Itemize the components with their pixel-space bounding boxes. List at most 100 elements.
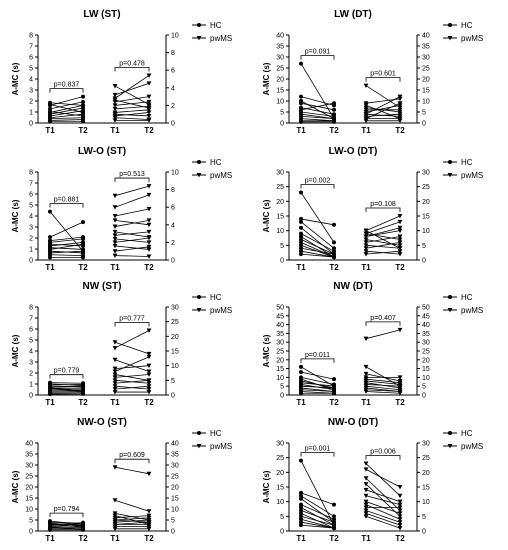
y-tick-label: 25 — [25, 474, 33, 481]
y-tick-label: 20 — [25, 485, 33, 492]
series-line — [300, 498, 335, 523]
data-point — [299, 391, 303, 396]
y2-tick-label: 25 — [422, 349, 430, 356]
data-point — [299, 511, 303, 516]
data-point — [112, 218, 118, 223]
data-point — [48, 102, 52, 107]
y-tick-label: 7 — [29, 316, 33, 323]
significance-bracket — [365, 207, 401, 212]
y2-tick-label: 15 — [422, 88, 430, 95]
series-line — [300, 233, 335, 252]
series-line — [49, 119, 84, 121]
y2-tick-label: 50 — [422, 305, 430, 312]
data-point — [48, 119, 52, 124]
data-point — [146, 229, 152, 235]
series-line — [114, 185, 150, 197]
data-point — [146, 381, 152, 386]
y-tick-label: 0 — [280, 393, 284, 400]
data-point — [146, 244, 152, 250]
chart-panel: LW (DT) 0 5 10 15 20 25 30 35 40 0 5 10 15 20 25 30 35 40 A… — [262, 9, 483, 135]
data-point — [146, 106, 152, 111]
y-axis-label: A-MC (s) — [11, 334, 20, 367]
x-tick-label: T1 — [296, 398, 306, 407]
data-point — [299, 94, 303, 99]
data-point — [112, 240, 118, 245]
y2-tick-label: 30 — [422, 170, 430, 177]
x-tick-label: T2 — [78, 126, 88, 135]
legend-marker — [197, 23, 201, 27]
data-point — [112, 390, 118, 395]
p-value-label: p=0.837 — [54, 82, 80, 89]
series-line — [365, 378, 401, 384]
data-point — [397, 112, 403, 117]
data-point — [112, 375, 118, 380]
data-point — [146, 471, 152, 477]
y-tick-label: 1 — [29, 382, 33, 389]
series-line — [300, 521, 335, 529]
series-line — [300, 518, 335, 529]
y2-tick-label: 40 — [422, 322, 430, 329]
y-tick-label: 7 — [29, 181, 33, 188]
y-tick-label: 10 — [276, 99, 284, 106]
series-line — [300, 116, 335, 119]
series-line — [300, 389, 335, 392]
data-point — [397, 243, 403, 248]
data-point — [363, 246, 369, 251]
legend-marker — [196, 173, 202, 178]
y-tick-label: 5 — [280, 243, 284, 250]
data-point — [112, 253, 118, 258]
data-point — [363, 467, 369, 472]
p-value-label: p=0.601 — [370, 71, 396, 78]
series-line — [365, 233, 401, 240]
series-line — [114, 231, 150, 238]
series-line — [49, 101, 84, 110]
data-point — [146, 378, 152, 383]
data-point — [48, 525, 52, 530]
significance-bracket — [49, 203, 84, 208]
y-tick-label: 0 — [29, 121, 33, 128]
series-line — [114, 83, 150, 96]
y-axis-label: A-MC (s) — [262, 62, 271, 95]
y2-tick-label: 2 — [171, 240, 175, 247]
data-point — [81, 113, 85, 118]
series-line — [114, 113, 150, 117]
y2-tick-label: 2 — [171, 103, 175, 110]
legend-marker — [447, 173, 453, 178]
y-tick-label: 10 — [276, 499, 284, 506]
series-line — [365, 384, 401, 387]
series-line — [49, 243, 84, 250]
series-line — [365, 515, 401, 529]
y-tick-label: 30 — [25, 463, 33, 470]
y-axis-label: A-MC (s) — [262, 199, 271, 232]
chart-title: NW (ST) — [83, 281, 122, 292]
y2-tick-label: 0 — [171, 258, 175, 265]
data-point — [299, 370, 303, 375]
chart-panel: NW (ST) 0 1 2 3 4 5 6 7 8 0 5 10 15 20 25 30 A-MC (s) T1 T2… — [11, 281, 232, 407]
data-point — [112, 465, 118, 470]
data-point — [81, 220, 85, 225]
series-line — [300, 460, 335, 526]
x-tick-label: T1 — [296, 534, 306, 543]
data-point — [146, 113, 152, 119]
series-line — [114, 341, 150, 355]
x-tick-label: T2 — [329, 126, 339, 135]
data-point — [81, 119, 85, 124]
y-tick-label: 3 — [29, 88, 33, 95]
y2-tick-label: 10 — [422, 99, 430, 106]
data-point — [397, 505, 403, 510]
series-line — [365, 495, 401, 505]
legend-label: HC — [210, 429, 222, 438]
x-tick-label: T1 — [45, 398, 55, 407]
data-point — [397, 520, 403, 525]
data-point — [146, 384, 152, 389]
series-line — [49, 254, 84, 256]
series-line — [49, 387, 84, 392]
data-point — [363, 461, 369, 466]
y-tick-label: 5 — [280, 110, 284, 117]
series-line — [114, 356, 150, 372]
data-point — [112, 233, 118, 238]
significance-bracket — [365, 455, 401, 460]
data-point — [397, 514, 403, 519]
legend-marker — [448, 295, 452, 299]
y-tick-label: 0 — [280, 258, 284, 265]
